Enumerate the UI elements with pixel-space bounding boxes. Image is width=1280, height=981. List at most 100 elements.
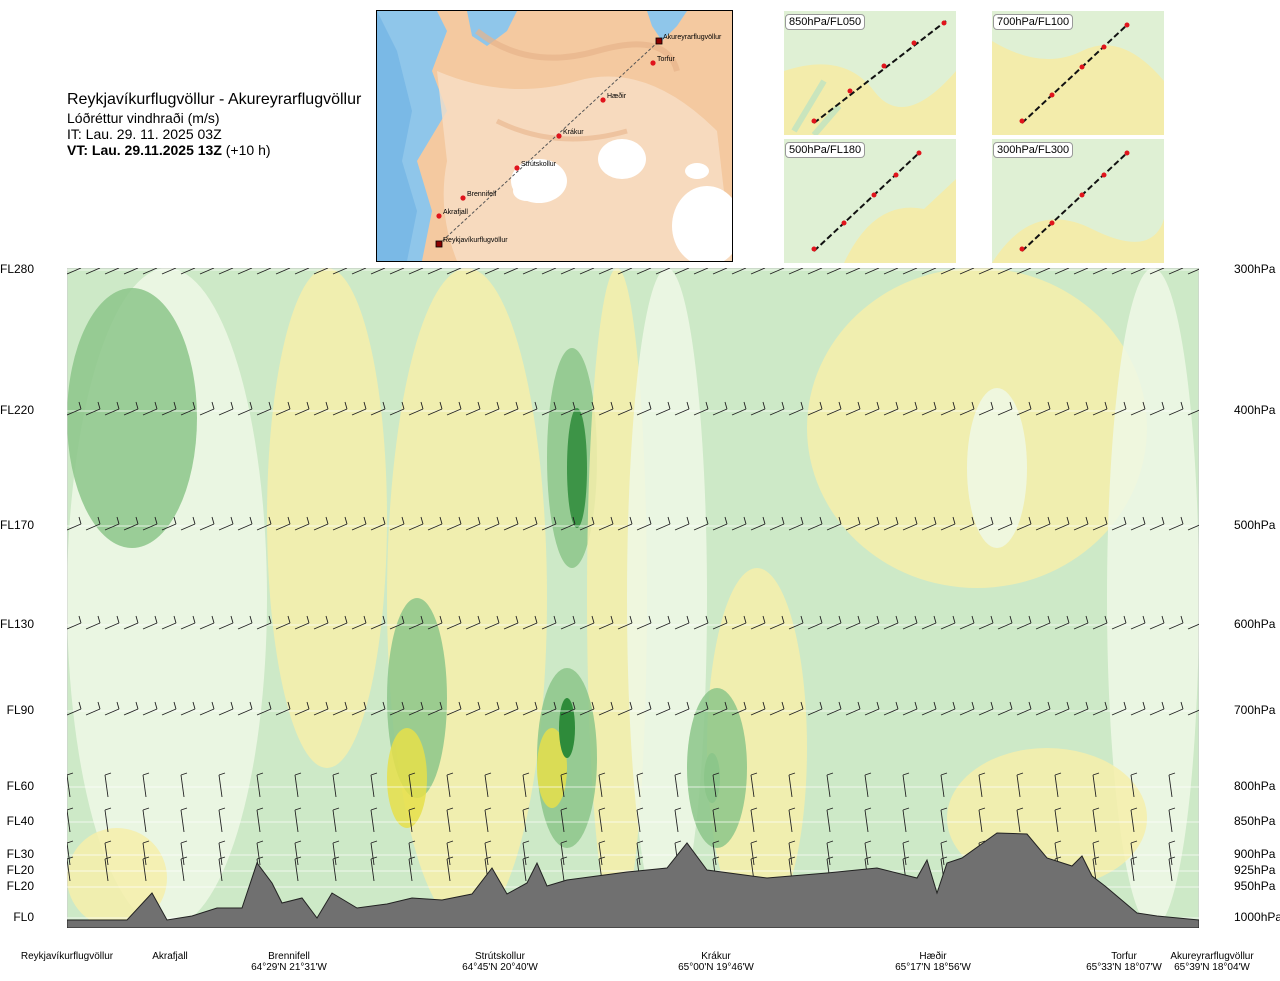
wind-barb bbox=[370, 772, 378, 798]
wind-barb bbox=[712, 701, 728, 716]
wind-barb bbox=[655, 516, 671, 531]
wind-barb bbox=[1111, 615, 1127, 630]
wind-barb bbox=[636, 615, 652, 630]
wind-barb bbox=[180, 615, 196, 630]
wind-barb bbox=[769, 516, 785, 531]
wind-barb bbox=[180, 856, 188, 882]
pressure-level-label: 300hPa bbox=[1234, 262, 1276, 276]
wind-barb bbox=[1092, 615, 1108, 630]
wind-barb bbox=[978, 615, 994, 630]
wind-barb bbox=[370, 807, 378, 833]
wind-barb bbox=[902, 840, 910, 866]
wind-barb bbox=[313, 701, 329, 716]
wind-barb bbox=[123, 701, 139, 716]
wind-barb bbox=[902, 516, 918, 531]
wind-barb bbox=[750, 772, 758, 798]
wind-barb bbox=[503, 701, 519, 716]
wind-barb bbox=[826, 701, 842, 716]
wind-barb bbox=[66, 840, 74, 866]
wind-barb bbox=[161, 701, 177, 716]
wind-barb bbox=[1130, 701, 1146, 716]
wind-barb bbox=[1035, 701, 1051, 716]
route-title: Reykjavíkurflugvöllur - Akureyrarflugvöl… bbox=[67, 91, 362, 108]
thumbnail-label: 500hPa/FL180 bbox=[785, 142, 866, 158]
map-waypoint-label: Strútskollur bbox=[521, 161, 557, 168]
wind-barb bbox=[769, 701, 785, 716]
flight-level-label: FL30 bbox=[6, 847, 34, 861]
wind-barb bbox=[674, 701, 690, 716]
thumbnail-500hpa[interactable]: 500hPa/FL180 bbox=[784, 139, 956, 263]
wind-barb bbox=[484, 615, 500, 630]
wind-barb bbox=[104, 516, 120, 531]
wind-barb bbox=[636, 701, 652, 716]
wind-barb bbox=[807, 401, 823, 416]
pressure-level-label: 700hPa bbox=[1234, 703, 1276, 717]
wind-barb bbox=[446, 615, 462, 630]
wind-barb bbox=[864, 701, 880, 716]
route-point-coord: 64°29'N 21°31'W bbox=[251, 962, 327, 973]
route-point-label: Torfur 65°33'N 18°07'W bbox=[1064, 951, 1184, 973]
wind-barb bbox=[313, 516, 329, 531]
wind-barb bbox=[313, 401, 329, 416]
wind-barb bbox=[845, 516, 861, 531]
route-point-name: Brennifell bbox=[268, 951, 310, 962]
flight-level-label: FL220 bbox=[0, 403, 35, 417]
wind-barb bbox=[522, 772, 530, 798]
wind-barb bbox=[598, 516, 614, 531]
wind-barb bbox=[85, 516, 101, 531]
wind-barb bbox=[1130, 807, 1138, 833]
wind-barb bbox=[598, 401, 614, 416]
wind-barb bbox=[693, 701, 709, 716]
wind-barb bbox=[237, 615, 253, 630]
wind-barb bbox=[199, 615, 215, 630]
wind-barb bbox=[826, 401, 842, 416]
map-waypoint-marker bbox=[600, 97, 606, 103]
thumbnail-300hpa[interactable]: 300hPa/FL300 bbox=[992, 139, 1164, 263]
wind-barb bbox=[959, 401, 975, 416]
wind-barb bbox=[541, 615, 557, 630]
valid-time-bold: VT: Lau. 29.11.2025 13Z bbox=[67, 142, 222, 158]
thumbnail-700hpa[interactable]: 700hPa/FL100 bbox=[992, 11, 1164, 135]
wind-barb bbox=[560, 401, 576, 416]
flight-level-label: FL0 bbox=[13, 910, 34, 924]
wind-barb bbox=[294, 856, 302, 882]
wind-barb bbox=[351, 615, 367, 630]
wind-barb bbox=[655, 615, 671, 630]
wind-barb bbox=[1016, 701, 1032, 716]
wind-barb bbox=[256, 840, 264, 866]
wind-barb bbox=[427, 401, 443, 416]
wind-barb bbox=[598, 701, 614, 716]
wind-barb bbox=[237, 401, 253, 416]
wind-barb bbox=[484, 772, 492, 798]
wind-barb bbox=[560, 856, 568, 882]
map-waypoint-label: Akureyrarflugvöllur bbox=[663, 34, 722, 41]
wind-barb bbox=[237, 701, 253, 716]
wind-barb bbox=[484, 401, 500, 416]
wind-barb bbox=[446, 772, 454, 798]
wind-barb bbox=[275, 615, 291, 630]
wind-barb bbox=[883, 401, 899, 416]
map-waypoint-label: Brennifell bbox=[467, 191, 497, 198]
wind-barb bbox=[66, 516, 82, 531]
pressure-level-label: 600hPa bbox=[1234, 617, 1276, 631]
wind-barb bbox=[332, 772, 340, 798]
wind-barb bbox=[427, 615, 443, 630]
wind-barb bbox=[617, 401, 633, 416]
wind-barb bbox=[522, 840, 530, 866]
wind-barb bbox=[408, 840, 416, 866]
wind-barb bbox=[1111, 401, 1127, 416]
thumbnail-850hpa[interactable]: 850hPa/FL050 bbox=[784, 11, 956, 135]
wind-barb bbox=[750, 516, 766, 531]
wind-barb bbox=[313, 615, 329, 630]
wind-barb bbox=[332, 807, 340, 833]
wind-barb bbox=[674, 772, 682, 798]
wind-barb bbox=[446, 807, 454, 833]
wind-barb bbox=[788, 516, 804, 531]
wind-barb bbox=[161, 516, 177, 531]
valid-time: VT: Lau. 29.11.2025 13Z (+10 h) bbox=[67, 142, 361, 158]
wind-barb bbox=[294, 516, 310, 531]
route-point-label: Akrafjall bbox=[110, 951, 230, 962]
thumbnail-500hpa-map bbox=[784, 139, 956, 263]
flight-level-label: FL60 bbox=[6, 779, 34, 793]
wind-barb bbox=[883, 701, 899, 716]
